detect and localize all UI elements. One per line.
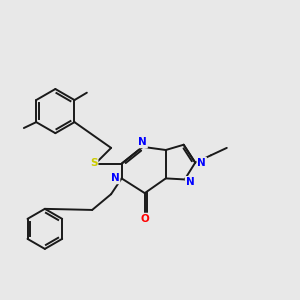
Text: N: N bbox=[111, 173, 119, 183]
Text: S: S bbox=[90, 158, 98, 168]
Text: O: O bbox=[140, 214, 149, 224]
Text: N: N bbox=[138, 137, 147, 147]
Text: N: N bbox=[197, 158, 206, 168]
Text: N: N bbox=[186, 177, 194, 187]
